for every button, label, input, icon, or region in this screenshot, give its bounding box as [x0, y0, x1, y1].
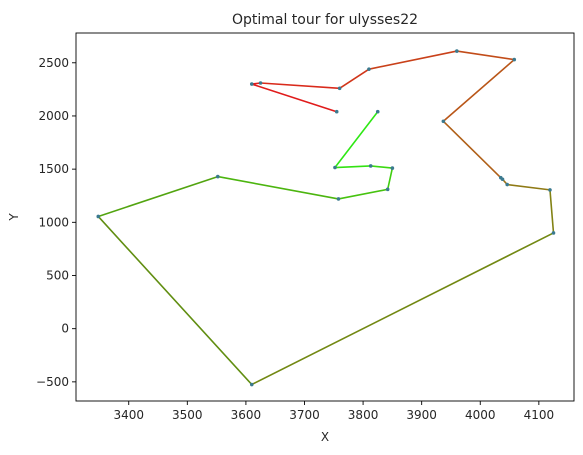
tour-segment: [549, 189, 555, 234]
tour-point: [367, 67, 371, 71]
tour-segment: [97, 215, 253, 386]
tour-segment: [97, 175, 219, 218]
tour-point: [500, 177, 505, 182]
tour-points: [96, 49, 556, 387]
tour-point: [333, 165, 337, 170]
y-tick-label: 1000: [38, 215, 69, 229]
tour-segment: [386, 167, 394, 191]
tour-segment: [259, 82, 341, 90]
tour-point: [390, 166, 395, 170]
tour-point: [334, 109, 339, 114]
x-tick-label: 3600: [231, 408, 262, 422]
x-tick-label: 3900: [406, 408, 437, 422]
tour-point: [441, 119, 446, 124]
tour-segment: [456, 50, 516, 61]
tour-point: [337, 86, 342, 91]
y-tick-label: 0: [61, 322, 69, 336]
tour-point: [249, 382, 254, 387]
x-tick-label: 4100: [524, 408, 555, 422]
tour-segment: [442, 58, 516, 123]
tour-segments: [97, 50, 555, 386]
tour-segment: [506, 183, 551, 191]
x-tick-label: 4000: [465, 408, 496, 422]
plot-frame: [75, 32, 575, 402]
tour-segment: [442, 120, 502, 179]
tour-point: [548, 188, 552, 192]
x-tick-label: 3700: [289, 408, 320, 422]
x-tick-label: 3800: [348, 408, 379, 422]
tour-point: [375, 109, 380, 114]
tour-point: [385, 187, 390, 192]
tour-segment: [250, 232, 555, 386]
tour-point: [505, 182, 510, 187]
y-tick-label: 2000: [38, 109, 69, 123]
tour-point: [551, 231, 556, 235]
x-axis: 3400 3500 3600 3700 3800 3900 4000 4100: [113, 401, 554, 422]
y-tick-label: 2500: [38, 56, 69, 70]
tour-segment: [338, 68, 370, 90]
tour-segment: [337, 188, 389, 200]
tour-point: [96, 214, 101, 219]
y-axis: −500 0 500 1000 1500 2000 2500: [36, 56, 76, 389]
chart-title: Optimal tour for ulysses22: [232, 12, 418, 28]
tour-point: [249, 82, 254, 86]
x-tick-label: 3400: [113, 408, 144, 422]
tour-segment: [369, 165, 394, 169]
tour-point: [455, 49, 459, 53]
tour-segment: [334, 165, 372, 169]
y-axis-label: Y: [7, 213, 21, 222]
tour-point: [368, 164, 373, 168]
tour-point: [215, 174, 220, 179]
tour-segment: [216, 175, 340, 200]
tour-point: [512, 57, 517, 62]
y-tick-label: 1500: [38, 162, 69, 176]
x-axis-label: X: [321, 430, 329, 444]
y-tick-label: −500: [36, 375, 69, 389]
tour-segment: [250, 83, 338, 113]
tour-segment: [334, 110, 379, 169]
tour-segment: [368, 50, 458, 70]
tour-point: [258, 81, 263, 85]
x-tick-label: 3500: [172, 408, 203, 422]
y-tick-label: 500: [46, 268, 69, 282]
tour-point: [336, 197, 341, 201]
